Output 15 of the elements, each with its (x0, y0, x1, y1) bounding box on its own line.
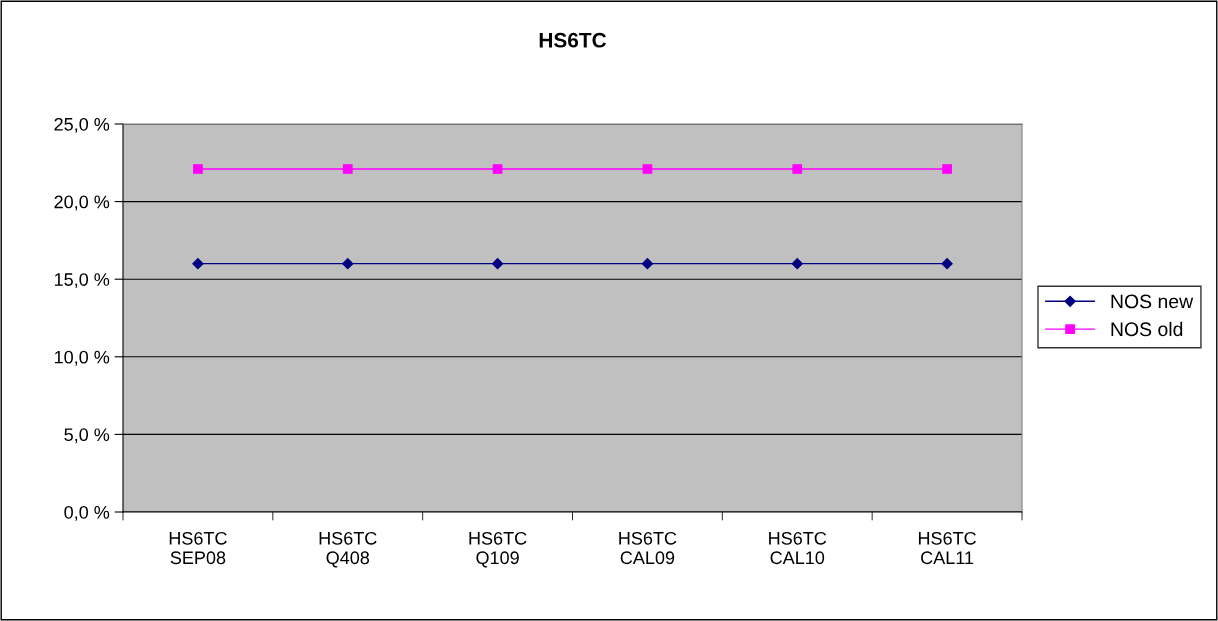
x-tick-label: HS6TC Q408 (319, 531, 377, 568)
x-tick-label: HS6TC CAL09 (619, 531, 677, 565)
chart-title: HS6TC (539, 32, 607, 48)
y-tick-label: 0,0 % (64, 505, 110, 521)
y-tick-label: 5,0 % (64, 428, 110, 444)
y-tick-label: 20,0 % (54, 195, 110, 211)
x-tick-label: HS6TC SEP08 (169, 531, 227, 565)
y-tick-label: 10,0 % (54, 350, 110, 366)
x-tick-label: HS6TC CAL10 (769, 531, 827, 565)
x-tick-label: HS6TC CAL11 (918, 531, 976, 565)
x-tick-label: HS6TC Q109 (469, 531, 527, 568)
y-tick-label: 25,0 % (54, 117, 110, 133)
legend-label: NOS new (1111, 294, 1194, 309)
legend-label: NOS old (1111, 321, 1183, 337)
y-tick-label: 15,0 % (54, 273, 110, 289)
